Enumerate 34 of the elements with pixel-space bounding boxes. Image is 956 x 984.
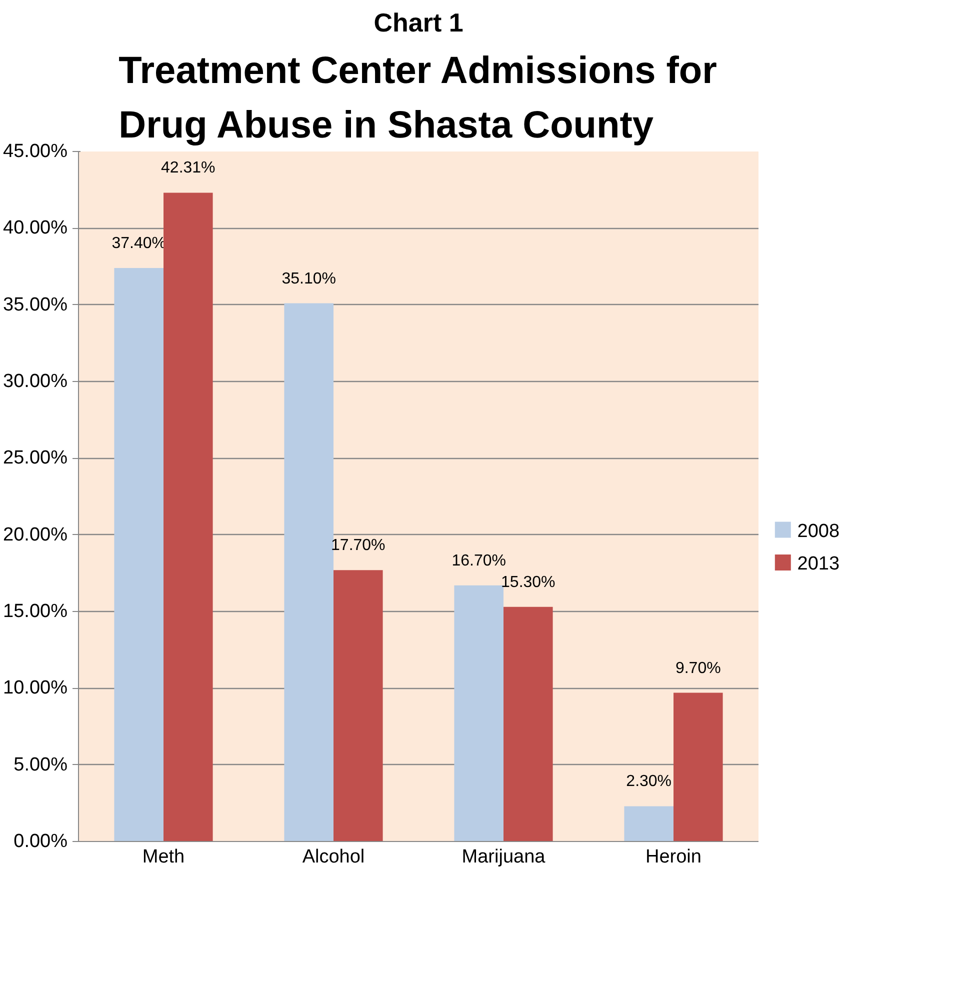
bar [674,692,723,842]
y-tick-label: 10.00% [3,678,68,699]
data-label: 16.70% [452,552,506,570]
bar [114,268,164,842]
y-tick-label: 45.00% [3,141,68,162]
data-label: 17.70% [331,537,386,554]
bar [454,585,504,842]
y-tick-label: 15.00% [3,601,68,622]
y-tick-label: 40.00% [3,218,68,239]
y-tick-label: 25.00% [3,448,68,469]
bar [334,570,383,842]
data-label: 15.30% [501,574,556,591]
data-label: 9.70% [675,660,721,677]
bar [164,192,213,842]
x-tick-label: Heroin [646,846,702,868]
y-tick-label: 5.00% [14,754,68,776]
data-label: 2.30% [626,773,672,790]
bar [504,606,553,842]
data-label: 35.10% [282,270,336,288]
y-tick-label: 35.00% [3,294,68,316]
x-tick-label: Meth [142,846,185,868]
chart-subtitle: Treatment Center Admissions for Drug Abuse in Shasta County [118,50,718,146]
x-tick-label: Alcohol [302,846,365,868]
legend-label: 2013 [797,554,840,575]
data-label: 37.40% [112,235,166,252]
y-tick-label: 0.00% [14,831,68,852]
chart-title: Chart 1 [374,8,464,38]
legend-label: 2008 [797,520,840,542]
data-label: 42.31% [161,160,216,177]
y-tick-label: 30.00% [3,371,68,392]
bar [284,303,334,842]
bar [624,806,674,842]
x-tick-label: Marijuana [462,846,546,868]
y-tick-label: 20.00% [3,524,68,546]
